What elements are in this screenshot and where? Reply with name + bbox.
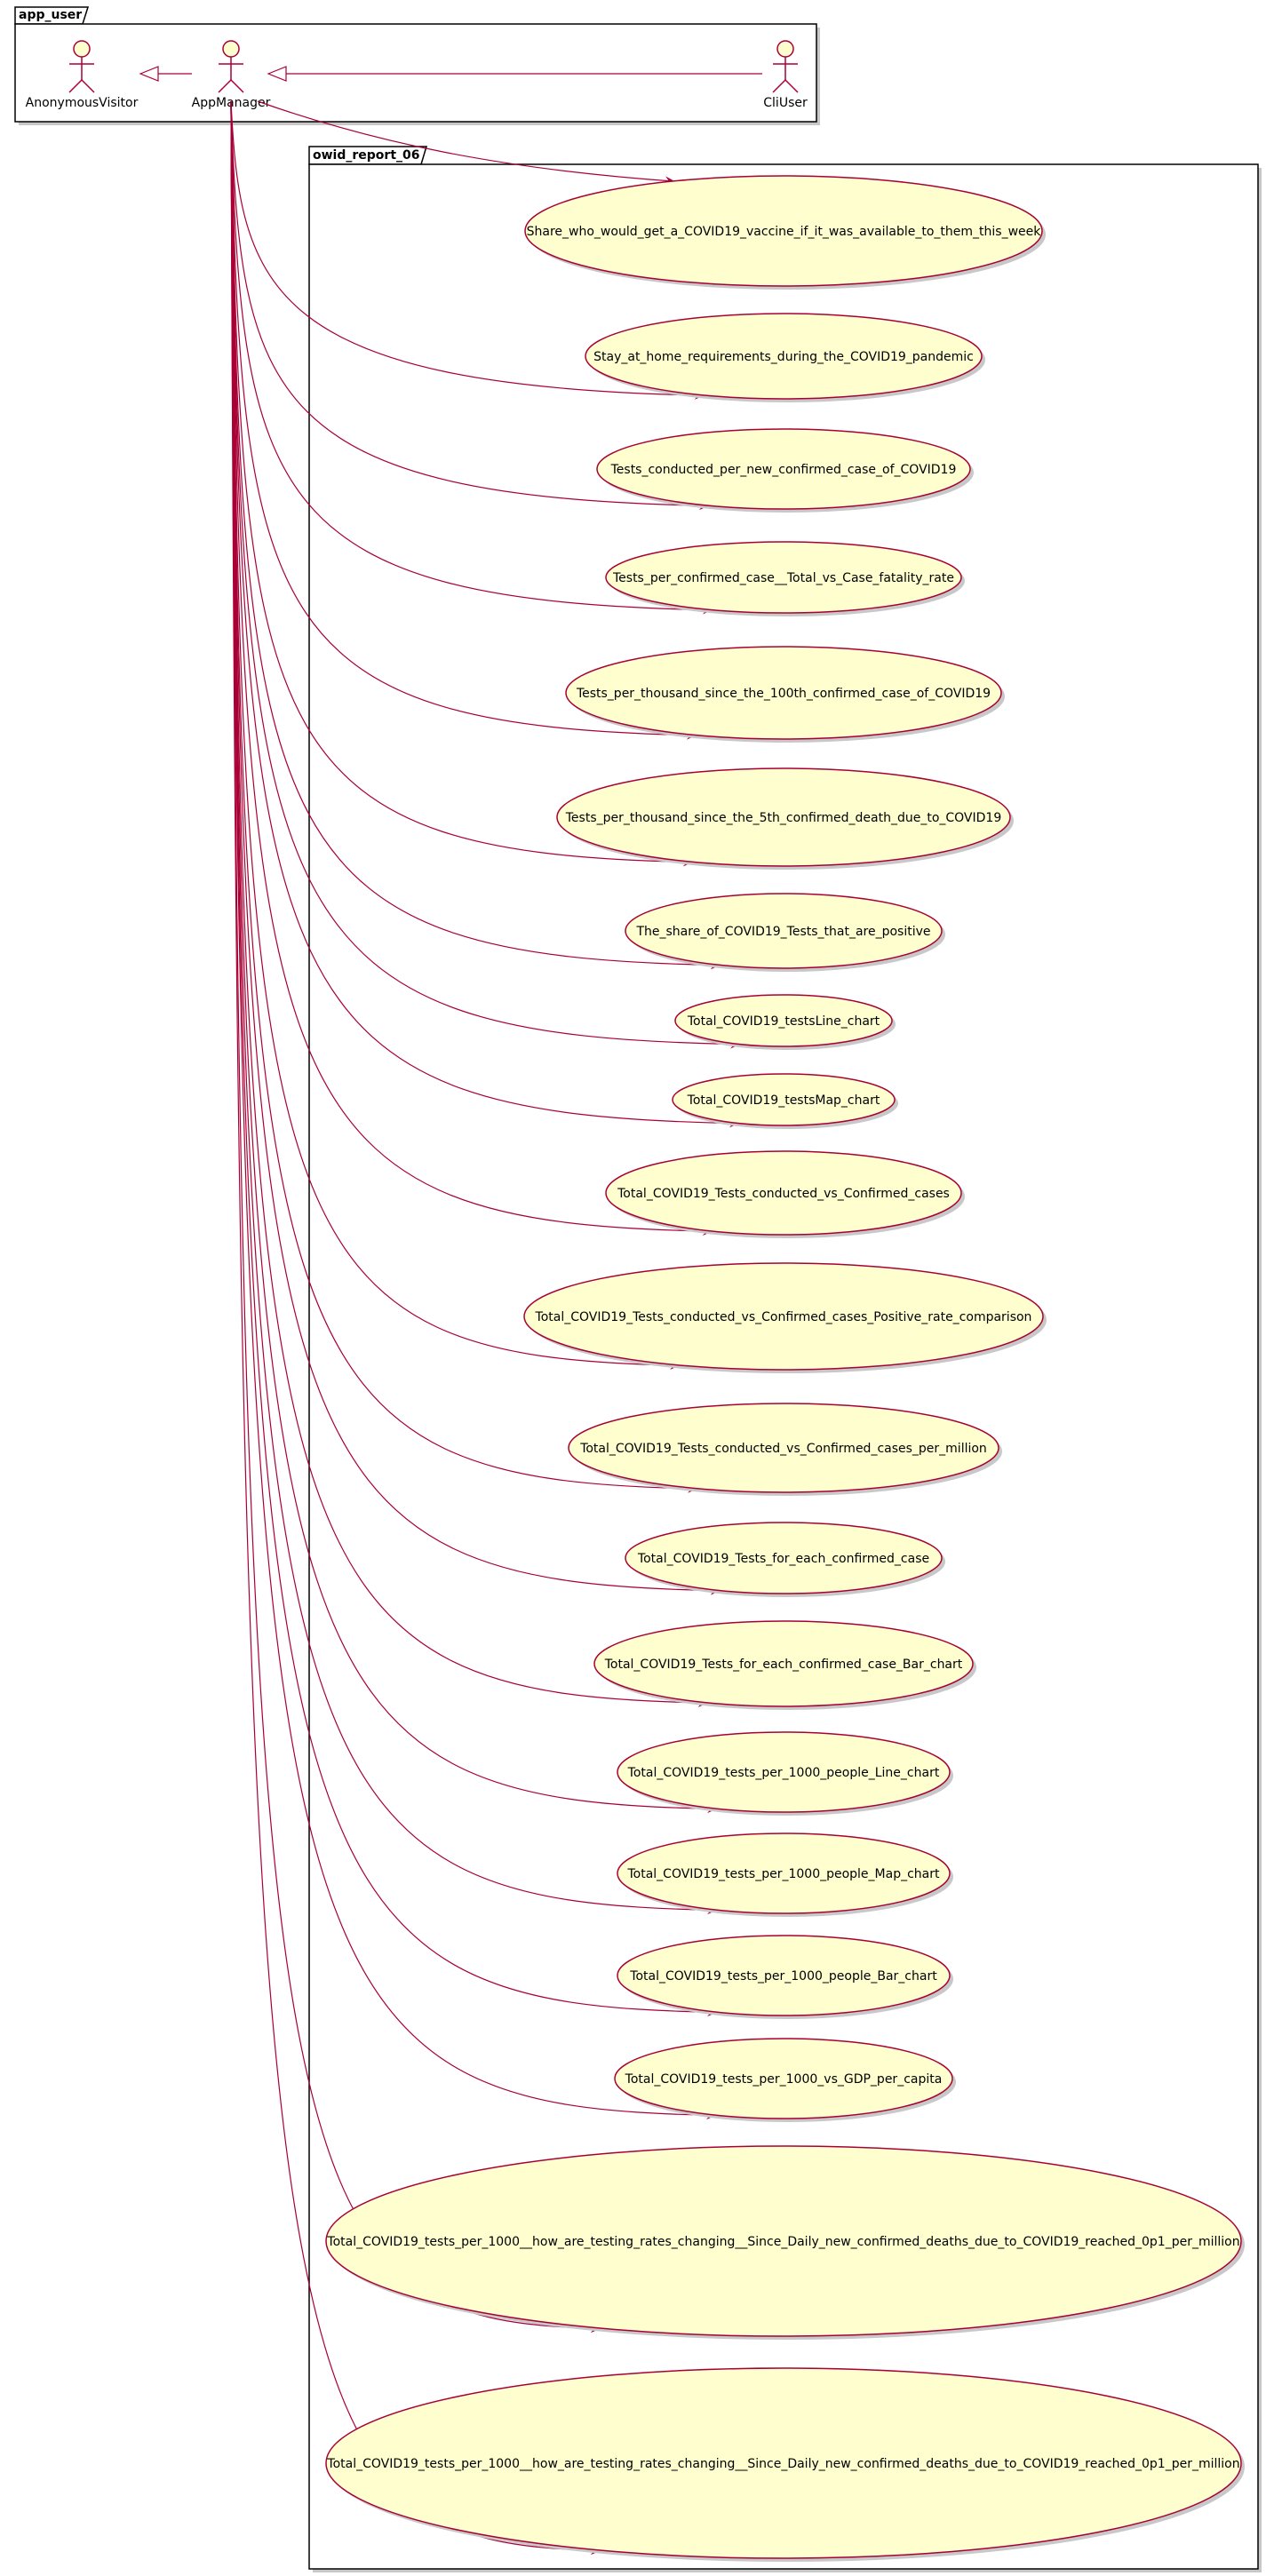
use-case-ellipse <box>605 1150 962 1236</box>
use-case-ellipse <box>617 1833 951 1914</box>
use-case-ellipse <box>556 767 1011 867</box>
use-case-label: Total_COVID19_testsLine_chart <box>687 1014 880 1029</box>
use-case-label: Tests_per_thousand_since_the_5th_confirm… <box>565 811 1002 825</box>
use-case-ellipse <box>325 2367 1242 2559</box>
use-case-ellipse <box>672 1073 896 1126</box>
use-case-ellipse <box>614 2038 953 2119</box>
association-edge <box>230 100 710 511</box>
generalization-cli-to-manager <box>267 66 762 82</box>
use-case-label: Tests_conducted_per_new_confirmed_case_o… <box>610 463 957 477</box>
use-case-label: Total_COVID19_testsMap_chart <box>687 1093 880 1108</box>
use-case-ellipse <box>605 541 962 614</box>
use-case-label: Total_COVID19_tests_per_1000_vs_GDP_per_… <box>625 2072 943 2087</box>
use-case-label: Total_COVID19_tests_per_1000__how_are_te… <box>326 2457 1239 2471</box>
use-case-label: Total_COVID19_Tests_conducted_vs_Confirm… <box>617 1187 950 1201</box>
use-case-ellipse <box>568 1403 999 1493</box>
package-title-app-user: app_user <box>19 8 82 22</box>
use-case-label: Total_COVID19_Tests_conducted_vs_Confirm… <box>579 1442 987 1456</box>
use-case-label: Total_COVID19_Tests_conducted_vs_Confirm… <box>535 1310 1032 1324</box>
actor-label-cli-user: CliUser <box>763 96 808 110</box>
use-case-ellipse <box>523 1262 1044 1371</box>
use-case-ellipse <box>325 2145 1242 2337</box>
association-edge <box>230 100 721 970</box>
use-case-group: Share_who_would_get_a_COVID19_vaccine_if… <box>325 175 1245 2562</box>
association-edge <box>230 100 721 1595</box>
use-case-ellipse <box>565 646 1002 740</box>
use-case-label: Total_COVID19_Tests_for_each_confirmed_c… <box>604 1658 963 1672</box>
association-edge <box>230 100 681 1370</box>
association-edge <box>230 100 697 740</box>
association-edge <box>257 100 675 186</box>
use-case-ellipse <box>674 994 893 1047</box>
use-case-ellipse <box>617 1731 951 1813</box>
use-case-label: Tests_per_confirmed_case__Total_vs_Case_… <box>612 571 954 585</box>
association-edge <box>230 100 718 1814</box>
association-edge <box>230 100 694 867</box>
use-case-label: Stay_at_home_requirements_during_the_COV… <box>593 350 974 364</box>
use-case-ellipse <box>524 175 1043 287</box>
use-case-label: Total_COVID19_tests_per_1000_people_Bar_… <box>629 1969 937 1984</box>
association-edge <box>230 100 698 1493</box>
association-edge <box>230 100 705 400</box>
association-edges <box>230 100 741 2556</box>
use-case-label: The_share_of_COVID19_Tests_that_are_posi… <box>635 925 930 939</box>
actor-label-anonymous-visitor: AnonymousVisitor <box>26 96 139 110</box>
association-edge <box>230 100 713 615</box>
use-case-ellipse <box>617 1935 951 2016</box>
use-case-label: Total_COVID19_Tests_for_each_confirmed_c… <box>637 1552 929 1566</box>
use-case-ellipse <box>593 1620 974 1707</box>
package-title-owid-report: owid_report_06 <box>313 148 420 163</box>
use-case-label: Tests_per_thousand_since_the_100th_confi… <box>576 687 991 701</box>
generalization-manager-to-anonymous <box>139 66 192 82</box>
association-edge <box>230 100 708 1707</box>
use-case-ellipse <box>596 428 971 510</box>
use-case-label: Total_COVID19_tests_per_1000_people_Line… <box>627 1766 940 1780</box>
association-edge <box>230 100 713 1236</box>
use-case-label: Total_COVID19_tests_per_1000_people_Map_… <box>626 1867 940 1881</box>
association-edge <box>230 100 717 2120</box>
use-case-label: Total_COVID19_tests_per_1000__how_are_te… <box>326 2235 1239 2249</box>
association-edge <box>230 100 741 1049</box>
association-edge <box>230 100 740 1128</box>
use-case-ellipse <box>625 893 943 969</box>
actor-anonymous-visitor: AnonymousVisitor <box>26 40 139 110</box>
actor-cli-user: CliUser <box>763 40 808 110</box>
association-edge <box>230 100 718 2017</box>
use-case-ellipse <box>625 1522 943 1594</box>
use-case-label: Share_who_would_get_a_COVID19_vaccine_if… <box>527 225 1042 239</box>
use-case-ellipse <box>585 313 983 400</box>
association-edge <box>230 100 718 1915</box>
